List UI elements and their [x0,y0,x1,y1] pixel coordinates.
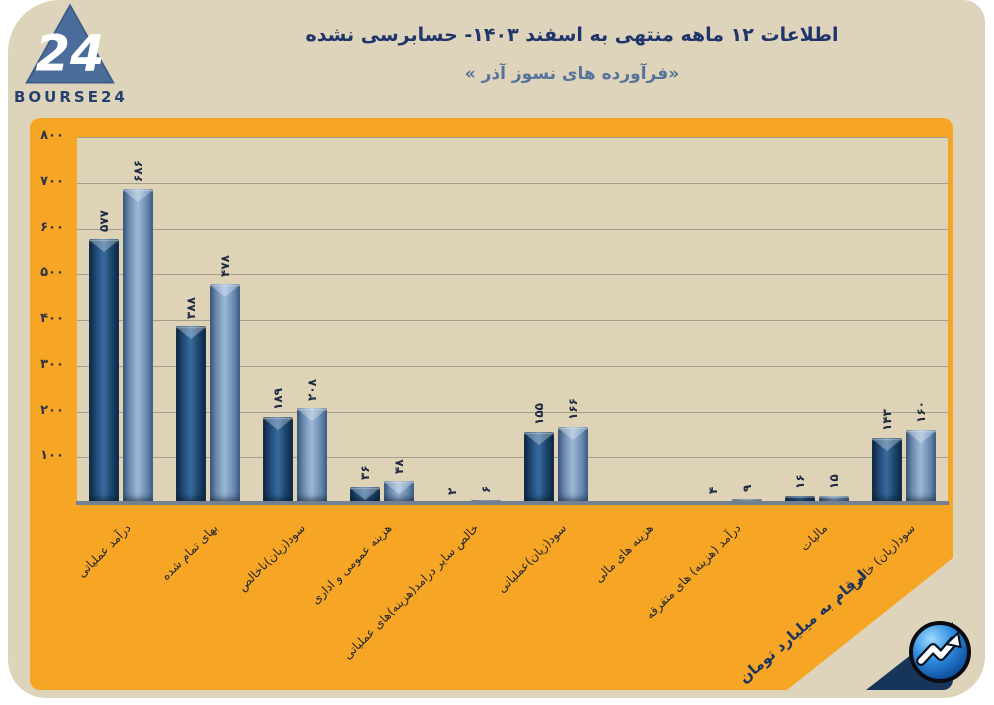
bourse24-logo: 24 BOURSE24 [10,2,140,106]
bar [296,407,327,503]
gridline [77,320,948,321]
bar-value-label: ۴ [706,486,721,495]
bar-value-label: ۱۴۳ [880,408,895,431]
bar [383,481,414,503]
bar-value-label: ۳۶ [357,464,372,480]
y-axis-tick-label: ۵۰۰ [40,265,64,281]
bar-value-label: ۵۷۷ [96,210,111,233]
gridline [77,365,948,367]
logo-wordmark: BOURSE24 [14,88,128,106]
bar-cap-notch [349,487,380,500]
y-axis-tick-label: ۴۰۰ [40,311,64,326]
company-name: «فرآورده های نسوز آذر » [464,64,680,84]
bar [122,189,153,503]
y-axis-tick-label: ۲۰۰ [40,402,64,418]
category-label: درآمد عملیاتی [74,521,134,581]
bar-cap-notch [209,285,240,298]
bar-value-label: ۱۶ [793,474,808,489]
bar-cap-notch [262,417,293,430]
bar-value-label: ۶ [478,485,493,494]
bar-cap-notch [296,408,327,421]
bar-cap-notch [558,428,589,441]
y-axis-tick-label: ۱۰۰ [40,448,64,464]
category-label: بهای تمام شده [158,521,221,583]
header: اطلاعات ۱۲ ماهه منتهی به اسفند ۱۴۰۳- حسا… [190,24,954,84]
y-axis-tick-label: ۶۰۰ [40,219,64,235]
bar [558,427,589,503]
plot-area: ۵۷۷ ۶۸۶ درآمد عملیاتی ۳۸۸ ۴۷۸ بهای تمام شده ۱۸… [74,137,949,662]
bar [524,432,555,503]
category-label: مالیات [797,521,831,554]
bar [732,498,763,503]
bar-value-label: ۱۵ [827,474,842,490]
y-axis-tick-label: ۸۰۰ [40,128,64,143]
bar-value-label: ۱۶۰ [914,400,929,423]
bar [349,486,380,503]
bar [819,496,850,503]
gridline [77,274,948,276]
bar [88,239,119,503]
page-title: اطلاعات ۱۲ ماهه منتهی به اسفند ۱۴۰۳- حسا… [305,24,839,46]
category-label: هزینه عمومی و اداری [308,521,395,607]
y-axis-tick-label: ۳۰۰ [40,356,64,372]
bar-value-label: ۶۸۶ [130,160,145,183]
bar-value-label: ۴۸ [391,459,406,475]
trend-arrow-icon [909,621,971,683]
bar-cap-notch [872,438,903,451]
bar [872,437,903,503]
bar-value-label: ۱۸۹ [270,387,285,410]
bar-value-label: ۹ [740,484,755,492]
bar [262,416,293,503]
bar-cap-notch [524,433,555,446]
x-axis-baseline [76,501,949,505]
category-label: هزینه های مالی [591,521,657,586]
triangle-24-icon: 24 [25,3,115,84]
gridline [77,228,948,230]
bar-value-label: ۳۸۸ [183,296,198,319]
bar-cap-notch [88,240,119,253]
bar-value-label: ۱۶۶ [566,398,581,421]
bar-value-label: ۴۷۸ [217,255,232,278]
gridline [77,182,948,184]
bar [209,284,240,503]
bar-value-label: ۲ [444,487,459,495]
bar-value-label: ۲۰۸ [304,378,319,401]
gridline [77,457,948,459]
gridline [77,137,948,138]
chart-panel: ۵۷۷ ۶۸۶ درآمد عملیاتی ۳۸۸ ۴۷۸ بهای تمام شده ۱۸… [30,118,953,690]
y-axis-tick-label: ۷۰۰ [40,173,64,189]
bar-cap-notch [175,326,206,339]
bar [175,325,206,503]
bar-cap-notch [906,430,937,443]
bar [906,429,937,503]
category-label: سود(زیان)عملیاتی [494,521,569,596]
category-label: درآمد (هزینه) های متفرقه [642,521,744,622]
gridline [77,411,948,413]
svg-text:24: 24 [35,25,104,83]
category-label: سود(زیان)ناخالص [234,521,308,594]
bar [785,495,816,503]
bar-value-label: ۱۵۵ [532,403,547,426]
bar-cap-notch [383,482,414,495]
bar-cap-notch [122,190,153,203]
